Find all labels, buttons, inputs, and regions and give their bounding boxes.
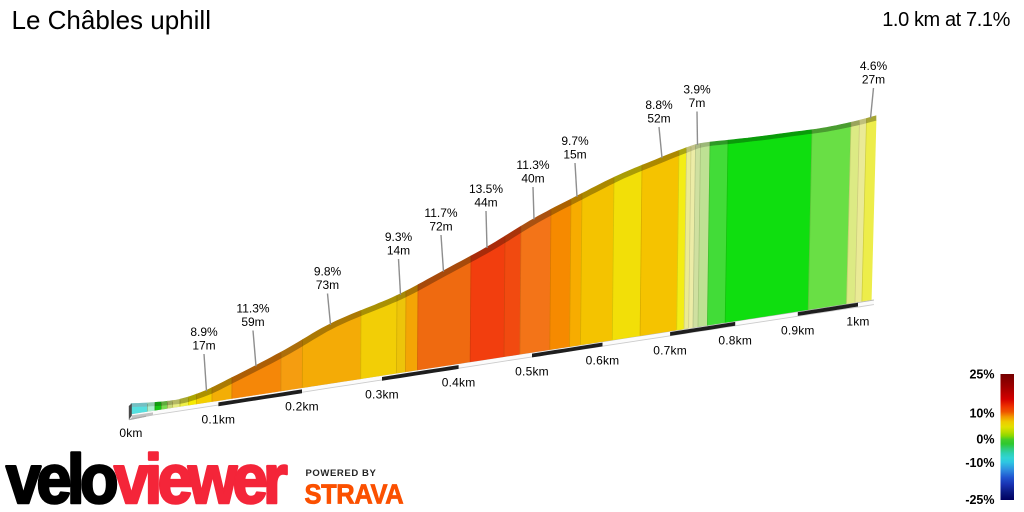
svg-text:-25%: -25% — [965, 493, 994, 507]
svg-text:POWERED BY: POWERED BY — [306, 468, 377, 479]
svg-text:0.4km: 0.4km — [442, 376, 476, 390]
svg-text:59m: 59m — [241, 315, 264, 329]
svg-text:0%: 0% — [976, 433, 994, 447]
svg-text:9.3%: 9.3% — [385, 230, 413, 244]
svg-text:0.9km: 0.9km — [781, 324, 815, 338]
svg-text:27m: 27m — [862, 73, 885, 87]
svg-text:0.8km: 0.8km — [718, 333, 752, 347]
svg-text:1km: 1km — [846, 315, 869, 329]
svg-text:Le Châbles uphill: Le Châbles uphill — [12, 5, 211, 35]
svg-text:0.7km: 0.7km — [653, 343, 687, 357]
svg-text:0.6km: 0.6km — [586, 354, 620, 368]
svg-text:9.8%: 9.8% — [314, 265, 342, 279]
svg-text:STRAVA: STRAVA — [305, 478, 404, 509]
svg-text:14m: 14m — [387, 244, 410, 258]
svg-text:0.3km: 0.3km — [365, 387, 399, 401]
svg-text:44m: 44m — [474, 196, 497, 210]
svg-text:7m: 7m — [689, 96, 706, 110]
svg-text:52m: 52m — [647, 112, 670, 126]
svg-text:13.5%: 13.5% — [469, 182, 503, 196]
svg-text:4.6%: 4.6% — [860, 59, 888, 73]
svg-text:8.9%: 8.9% — [190, 325, 218, 339]
svg-text:15m: 15m — [563, 148, 586, 162]
svg-text:72m: 72m — [429, 220, 452, 234]
svg-text:11.3%: 11.3% — [236, 302, 269, 316]
svg-text:veloviewer: veloviewer — [6, 441, 287, 512]
svg-text:40m: 40m — [521, 172, 544, 186]
svg-text:-10%: -10% — [965, 456, 994, 470]
svg-text:11.7%: 11.7% — [424, 206, 457, 220]
svg-text:10%: 10% — [969, 406, 994, 420]
svg-text:11.3%: 11.3% — [516, 158, 549, 172]
svg-text:0.5km: 0.5km — [515, 365, 549, 379]
svg-text:9.7%: 9.7% — [561, 134, 589, 148]
svg-text:0.1km: 0.1km — [202, 413, 236, 427]
svg-text:25%: 25% — [969, 368, 994, 382]
svg-text:73m: 73m — [316, 278, 339, 292]
svg-text:17m: 17m — [192, 339, 215, 353]
svg-text:0km: 0km — [119, 426, 142, 440]
svg-text:8.8%: 8.8% — [645, 98, 673, 112]
svg-text:3.9%: 3.9% — [683, 83, 711, 97]
svg-text:1.0 km at 7.1%: 1.0 km at 7.1% — [882, 9, 1010, 31]
svg-text:0.2km: 0.2km — [285, 400, 319, 414]
